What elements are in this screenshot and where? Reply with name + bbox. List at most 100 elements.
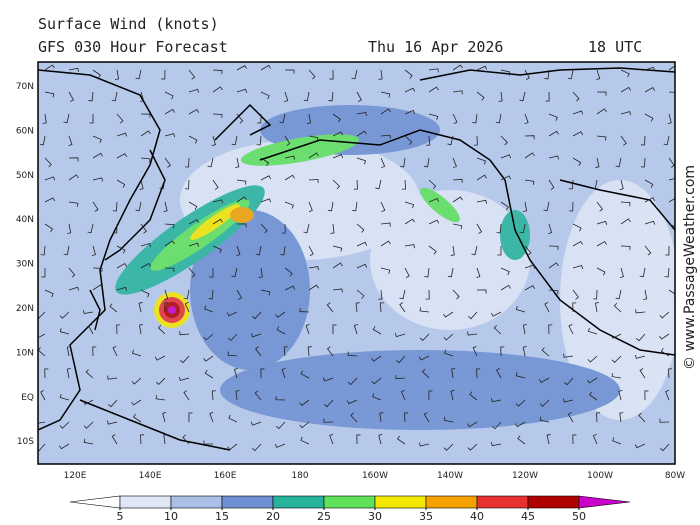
title: Surface Wind (knots) bbox=[38, 15, 219, 33]
wind-barb bbox=[517, 435, 526, 445]
wind-barb bbox=[38, 333, 46, 339]
wind-barb bbox=[308, 135, 319, 142]
wind-barb bbox=[522, 324, 527, 335]
wind-barb bbox=[638, 412, 646, 423]
wind-barb bbox=[164, 267, 175, 272]
wind-barb bbox=[260, 64, 271, 71]
wind-barb bbox=[428, 198, 440, 203]
wind-barb bbox=[491, 311, 502, 317]
wind-barb bbox=[235, 390, 240, 401]
wind-barb bbox=[332, 131, 344, 137]
wind-barb bbox=[404, 135, 413, 145]
wind-barb bbox=[519, 91, 526, 102]
wind-barb bbox=[469, 391, 478, 401]
wind-barb bbox=[235, 157, 240, 168]
wind-barb bbox=[476, 174, 487, 181]
wind-barb bbox=[135, 201, 142, 212]
wind-barb bbox=[572, 157, 582, 166]
lat-label: 30N bbox=[16, 260, 34, 270]
wind-barb bbox=[299, 307, 310, 313]
wind-barb bbox=[596, 91, 607, 96]
wind-barb bbox=[326, 346, 334, 357]
wind-barb bbox=[256, 135, 262, 146]
wind-barb bbox=[443, 443, 454, 451]
wind-barb bbox=[92, 284, 103, 291]
wind-barb bbox=[275, 396, 286, 401]
wind-barb bbox=[620, 86, 631, 93]
wind-barb bbox=[59, 421, 70, 429]
wind-barb bbox=[68, 157, 79, 162]
wind-barb bbox=[42, 113, 47, 124]
wind-barb bbox=[40, 390, 46, 401]
wind-barb bbox=[515, 372, 526, 379]
wind-barb bbox=[308, 69, 316, 80]
wind-barb bbox=[112, 345, 118, 357]
wind-barb bbox=[380, 157, 386, 169]
wind-barb bbox=[352, 201, 358, 212]
wind-barb bbox=[668, 91, 675, 93]
wind-barb bbox=[92, 267, 103, 273]
wind-barb bbox=[258, 267, 263, 278]
wind-barb bbox=[107, 375, 118, 380]
lat-label: 20N bbox=[16, 304, 34, 314]
wind-barb bbox=[68, 135, 73, 147]
wind-barb bbox=[371, 377, 382, 385]
wind-barb bbox=[233, 367, 238, 379]
wind-barb bbox=[178, 376, 190, 381]
wind-barb bbox=[635, 309, 646, 314]
wind-barb bbox=[59, 443, 70, 450]
wind-barb bbox=[275, 421, 286, 430]
wind-barb bbox=[620, 218, 631, 225]
wind-barb bbox=[612, 437, 622, 445]
wind-barb bbox=[572, 264, 584, 270]
wind-barb bbox=[59, 311, 70, 319]
wind-barb bbox=[140, 157, 151, 163]
wind-barb bbox=[188, 242, 200, 247]
wind-barb bbox=[564, 377, 574, 386]
colorbar-label: 25 bbox=[317, 510, 331, 523]
wind-barb bbox=[164, 91, 174, 100]
wind-barb bbox=[399, 289, 406, 300]
wind-barb bbox=[188, 69, 196, 80]
wind-barb bbox=[524, 285, 535, 291]
wind-barb bbox=[547, 223, 553, 235]
wind-barb bbox=[203, 333, 214, 341]
wind-barb bbox=[665, 245, 670, 256]
colorbar-segment bbox=[221, 495, 274, 509]
wind-barb bbox=[185, 157, 190, 168]
wind-barb bbox=[236, 289, 243, 300]
wind-barb bbox=[596, 240, 607, 247]
wind-barb bbox=[254, 390, 262, 401]
wind-barb bbox=[164, 133, 176, 138]
wind-barb bbox=[659, 311, 670, 319]
lat-label: EQ bbox=[21, 393, 34, 403]
wind-barb bbox=[515, 421, 526, 428]
wind-barb bbox=[211, 135, 216, 147]
wind-barb bbox=[135, 69, 142, 80]
wind-barb bbox=[92, 201, 99, 212]
wind-barb bbox=[44, 176, 56, 181]
wind-barb bbox=[188, 109, 199, 115]
wind-barb bbox=[447, 135, 454, 146]
wind-barb bbox=[332, 113, 341, 123]
wind-barb bbox=[644, 87, 655, 93]
wind-barb bbox=[404, 69, 413, 79]
wind-barb bbox=[500, 175, 512, 181]
wind-barb bbox=[307, 346, 312, 357]
wind-barb bbox=[572, 131, 583, 137]
wind-barb bbox=[443, 333, 454, 341]
wind-barb bbox=[515, 399, 526, 407]
wind-barb bbox=[496, 368, 502, 379]
wind-barb bbox=[63, 113, 70, 124]
wind-barb bbox=[572, 240, 583, 247]
wind-barb bbox=[111, 434, 118, 445]
wind-barb bbox=[356, 241, 368, 247]
wind-barb bbox=[116, 245, 126, 254]
wind-barb bbox=[323, 418, 334, 423]
credit: © www.PassageWeather.com bbox=[682, 165, 698, 370]
wind-barb bbox=[356, 111, 367, 117]
wind-barb bbox=[332, 245, 343, 252]
wind-barb bbox=[548, 113, 558, 121]
wind-barb bbox=[112, 201, 118, 212]
wind-barb bbox=[375, 179, 382, 190]
